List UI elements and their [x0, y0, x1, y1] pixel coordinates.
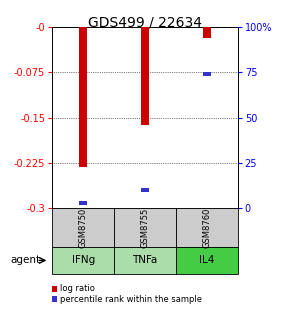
- Text: GSM8760: GSM8760: [202, 207, 211, 248]
- Text: GDS499 / 22634: GDS499 / 22634: [88, 15, 202, 29]
- Bar: [79, 201, 87, 205]
- Text: IL4: IL4: [199, 255, 215, 265]
- Bar: [141, 27, 149, 125]
- Text: IFNg: IFNg: [72, 255, 95, 265]
- Text: TNFa: TNFa: [132, 255, 158, 265]
- Text: agent: agent: [10, 255, 41, 265]
- Text: log ratio: log ratio: [60, 285, 95, 293]
- Bar: [79, 27, 87, 167]
- Bar: [203, 72, 211, 76]
- Bar: [141, 188, 149, 192]
- Bar: [203, 27, 211, 38]
- Text: GSM8750: GSM8750: [79, 208, 88, 248]
- Text: GSM8755: GSM8755: [140, 208, 150, 248]
- Text: percentile rank within the sample: percentile rank within the sample: [60, 295, 202, 303]
